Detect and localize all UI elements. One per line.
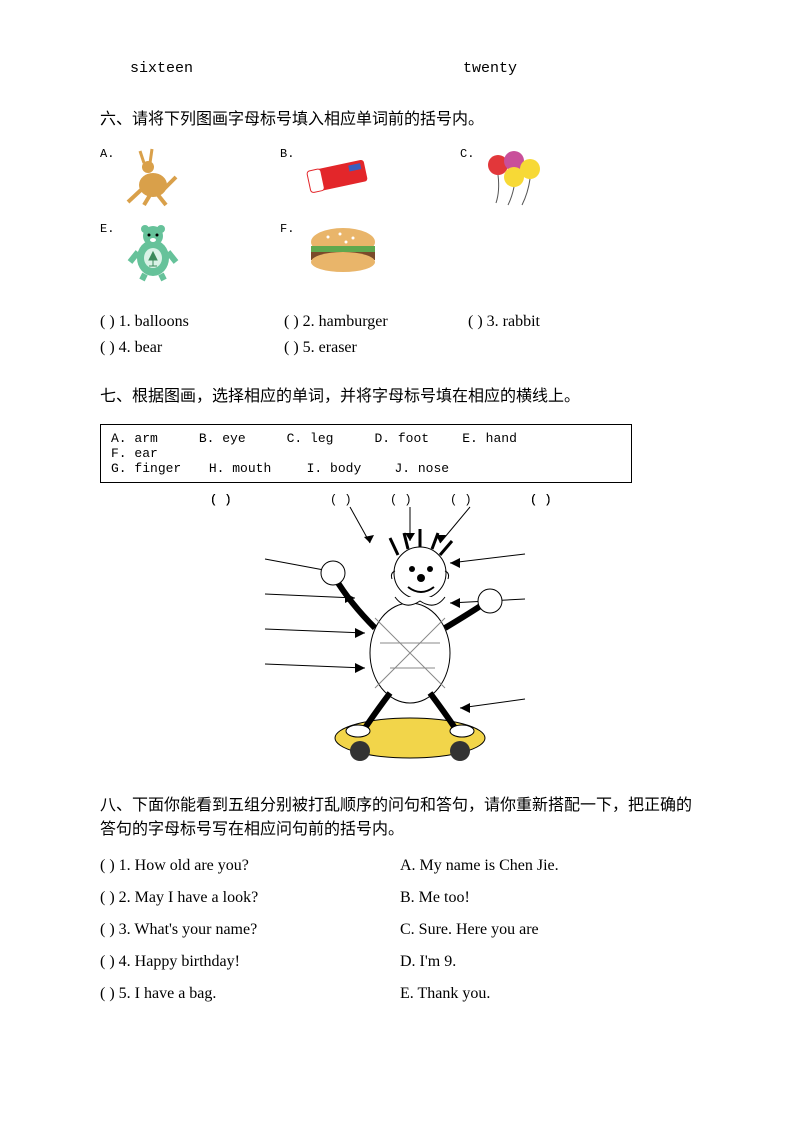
- bracket-top-2: ( ): [390, 493, 412, 507]
- word-bank: A. arm B. eye C. leg D. foot E. hand F. …: [100, 424, 632, 483]
- word-bank-row2: G. finger H. mouth I. body J. nose: [111, 461, 621, 476]
- section8-list: ( ) 1. How old are you? A. My name is Ch…: [100, 857, 700, 1003]
- bracket-r3: ( ): [530, 493, 552, 507]
- qa-row-2: ( ) 2. May I have a look? B. Me too!: [100, 889, 700, 907]
- qa-row-1: ( ) 1. How old are you? A. My name is Ch…: [100, 857, 700, 875]
- section8-title: 八、下面你能看到五组分别被打乱顺序的问句和答句，请你重新搭配一下，把正确的答句的…: [100, 791, 700, 839]
- word-bank-row1: A. arm B. eye C. leg D. foot E. hand F. …: [111, 431, 621, 461]
- clown-figure: [321, 529, 502, 761]
- qa-row-5: ( ) 5. I have a bag. E. Thank you.: [100, 985, 700, 1003]
- image-cell-e: E.: [100, 222, 280, 287]
- qa-row-4: ( ) 4. Happy birthday! D. I'm 9.: [100, 953, 700, 971]
- word-twenty: twenty: [463, 60, 517, 77]
- img-label-c: C.: [460, 147, 474, 161]
- clown-diagram: ( ) ( ) ( ) ( ) ( ) ( ) ( ) ( ) ( ) ( ): [140, 493, 660, 773]
- image-cell-f: F.: [280, 222, 460, 287]
- bracket-l4: ( ): [210, 493, 232, 507]
- section6-question-row1: ( ) 1. balloons ( ) 2. hamburger ( ) 3. …: [100, 309, 700, 335]
- section6-image-row1: A. B.: [100, 147, 700, 212]
- img-label-b: B.: [280, 147, 294, 161]
- image-cell-a: A.: [100, 147, 280, 212]
- qa-row-3: ( ) 3. What's your name? C. Sure. Here y…: [100, 921, 700, 939]
- image-cell-c: C.: [460, 147, 640, 212]
- section7-title: 七、根据图画，选择相应的单词，并将字母标号填在相应的横线上。: [100, 382, 700, 406]
- q6-3: ( ) 3. rabbit: [468, 309, 648, 335]
- img-label-f: F.: [280, 222, 294, 236]
- img-label-a: A.: [100, 147, 114, 161]
- bracket-top-3: ( ): [450, 493, 472, 507]
- balloons-icon: [478, 147, 548, 212]
- word-sixteen: sixteen: [130, 60, 193, 77]
- image-cell-b: B.: [280, 147, 460, 212]
- q6-2: ( ) 2. hamburger: [284, 309, 464, 335]
- hamburger-icon: [298, 222, 388, 282]
- bear-icon: [118, 222, 188, 287]
- clown-svg: [140, 493, 660, 773]
- top-word-row: sixteen twenty: [100, 60, 700, 77]
- q6-5: ( ) 5. eraser: [284, 335, 464, 361]
- worksheet-page: sixteen twenty 六、请将下列图画字母标号填入相应单词前的括号内。 …: [0, 0, 800, 1077]
- section6-question-row2: ( ) 4. bear ( ) 5. eraser: [100, 335, 700, 361]
- bracket-top-1: ( ): [330, 493, 352, 507]
- section6-image-row2: E. F.: [100, 222, 700, 287]
- section6-title: 六、请将下列图画字母标号填入相应单词前的括号内。: [100, 105, 700, 129]
- img-label-e: E.: [100, 222, 114, 236]
- rabbit-icon: [118, 147, 188, 212]
- eraser-icon: [298, 147, 378, 202]
- q6-1: ( ) 1. balloons: [100, 309, 280, 335]
- q6-4: ( ) 4. bear: [100, 335, 280, 361]
